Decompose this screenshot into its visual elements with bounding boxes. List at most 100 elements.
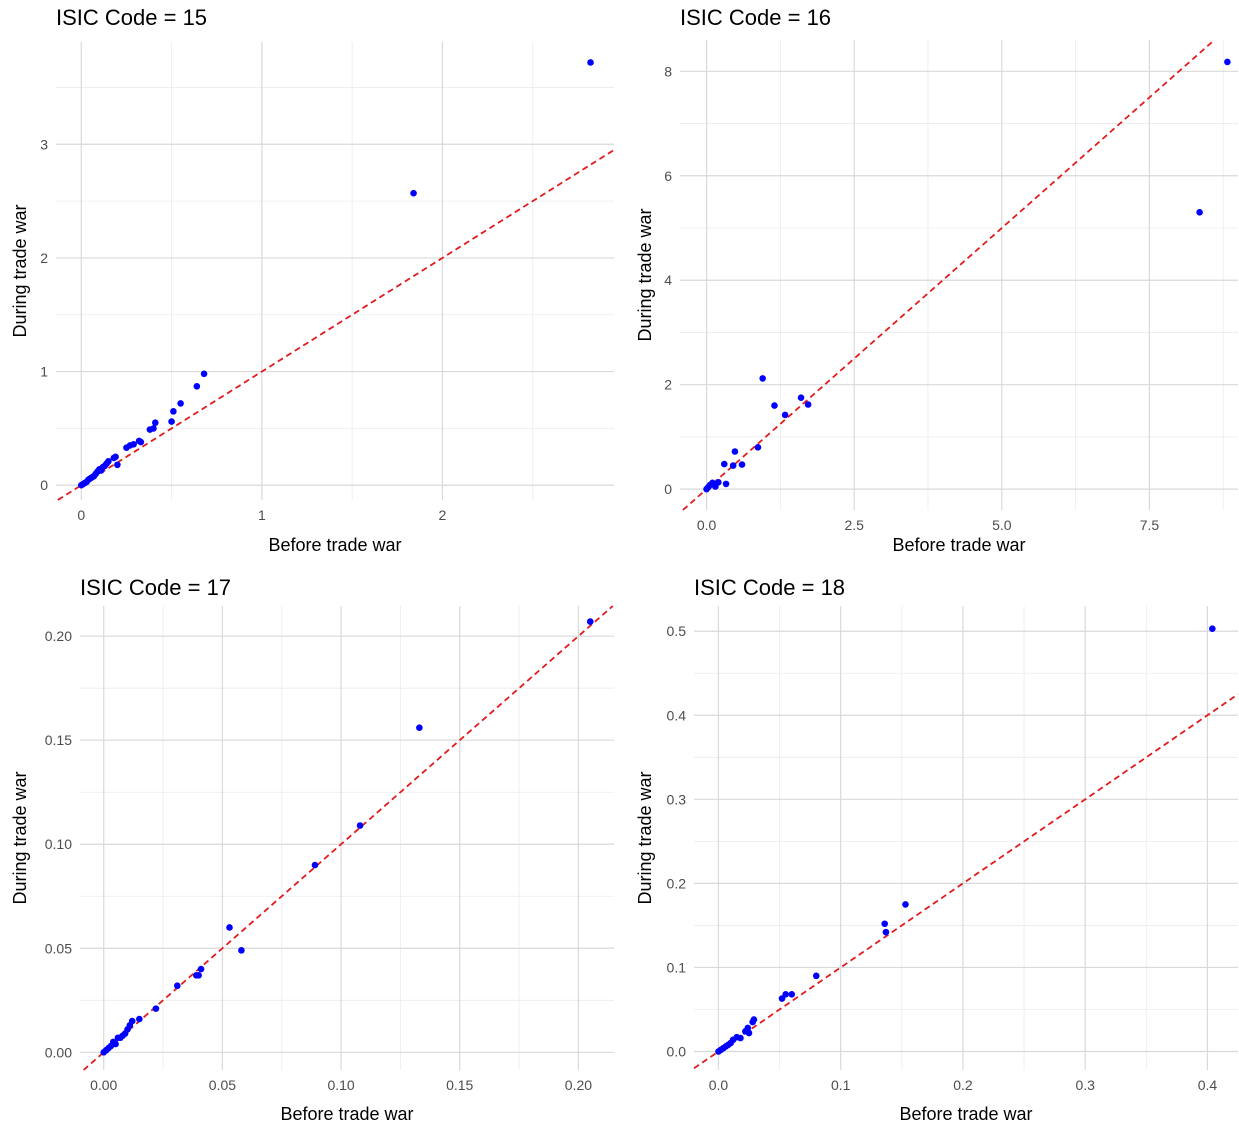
data-point [197, 965, 205, 973]
x-tick-label: 0.3 [1075, 1077, 1095, 1093]
data-point [737, 1034, 744, 1042]
panel-isic-16: 0.0 2.5 5.0 7.5 0 2 4 6 8 ISIC Code = 16 Before tr… [635, 5, 1238, 555]
data-point [1209, 625, 1216, 632]
y-tick-label: 2 [664, 377, 672, 393]
x-axis-title: Before trade war [899, 1104, 1032, 1124]
data-point [152, 1005, 160, 1012]
data-point [238, 947, 245, 954]
data-point [137, 438, 145, 446]
data-point [729, 462, 737, 469]
y-tick-label: 6 [664, 168, 672, 184]
panel-title: ISIC Code = 16 [680, 5, 831, 30]
x-tick-label: 0.10 [327, 1077, 354, 1093]
data-point [722, 480, 730, 488]
x-tick-label: 0.2 [953, 1077, 973, 1093]
x-tick-label: 2.5 [844, 517, 864, 533]
panel-isic-17: 0.00 0.05 0.10 0.15 0.20 0.00 0.05 0.10 0.15 0.20… [10, 575, 614, 1124]
data-point [882, 928, 890, 936]
y-tick-label: 2 [40, 250, 48, 266]
data-point [177, 400, 184, 407]
y-tick-label: 8 [664, 63, 672, 79]
y-axis-title: During trade war [10, 204, 30, 337]
data-point [356, 822, 364, 829]
data-point [731, 448, 739, 455]
x-tick-label: 0.20 [565, 1077, 592, 1093]
panel-isic-18: 0.0 0.1 0.2 0.3 0.4 0.0 0.1 0.2 0.3 0.4 0.5 ISIC Co… [635, 575, 1239, 1124]
x-tick-label: 0 [77, 507, 85, 523]
x-tick-label: 2 [439, 507, 447, 523]
data-point [416, 724, 423, 732]
panel-isic-15: 0 1 2 0 1 2 3 ISIC Code = 15 Before trade war Dur… [10, 5, 615, 555]
x-tick-label: 0.4 [1198, 1077, 1218, 1093]
y-tick-label: 1 [40, 364, 48, 380]
reference-line [693, 693, 1239, 1070]
data-point [744, 1024, 752, 1032]
data-point [715, 479, 722, 486]
data-point [112, 1040, 119, 1048]
x-tick-label: 0.0 [709, 1077, 729, 1093]
panel-title: ISIC Code = 18 [694, 575, 845, 600]
data-point [745, 1029, 753, 1037]
y-tick-label: 3 [40, 136, 48, 152]
x-tick-label: 0.00 [90, 1077, 117, 1093]
data-point [136, 1015, 143, 1023]
data-point [150, 425, 157, 432]
data-point [193, 383, 201, 390]
data-point [797, 394, 805, 402]
data-point [738, 461, 746, 468]
data-point [788, 991, 796, 998]
y-axis-title: During trade war [635, 771, 655, 904]
data-point [128, 1017, 136, 1025]
data-point [410, 189, 417, 197]
y-tick-label: 0.05 [45, 940, 72, 956]
y-axis-title: During trade war [635, 208, 655, 341]
data-point [152, 419, 159, 427]
y-tick-label: 0 [40, 477, 48, 493]
data-point [105, 458, 112, 465]
y-tick-label: 4 [664, 272, 672, 288]
y-tick-label: 0.3 [667, 791, 687, 807]
y-tick-label: 0.1 [667, 959, 687, 975]
y-tick-label: 0.4 [667, 707, 687, 723]
x-tick-label: 0.15 [446, 1077, 473, 1093]
x-axis-title: Before trade war [892, 535, 1025, 555]
x-tick-label: 7.5 [1140, 517, 1160, 533]
data-point [586, 618, 594, 625]
data-point [170, 408, 177, 415]
data-point [195, 972, 202, 979]
data-point [782, 991, 789, 998]
data-point [114, 461, 121, 469]
y-tick-label: 0.5 [667, 623, 687, 639]
data-point [1224, 58, 1231, 66]
data-point [720, 460, 728, 468]
y-tick-label: 0.00 [45, 1044, 72, 1060]
x-axis-title: Before trade war [268, 535, 401, 555]
data-point [1196, 209, 1203, 216]
data-point [754, 444, 762, 451]
data-point [902, 901, 909, 908]
reference-line [82, 605, 614, 1071]
y-tick-label: 0.15 [45, 732, 72, 748]
data-point [587, 59, 594, 66]
data-point [771, 402, 778, 409]
panel-title: ISIC Code = 15 [56, 5, 207, 30]
data-point [174, 982, 181, 990]
y-tick-label: 0.20 [45, 628, 72, 644]
y-tick-label: 0.10 [45, 836, 72, 852]
data-point [750, 1016, 758, 1023]
x-tick-label: 0.1 [831, 1077, 851, 1093]
data-point [168, 418, 175, 425]
data-point [226, 924, 233, 931]
reference-line [682, 39, 1215, 511]
y-axis-title: During trade war [10, 771, 30, 904]
data-point [781, 411, 789, 419]
data-point [804, 401, 812, 408]
data-point [112, 453, 119, 461]
data-point [311, 861, 319, 869]
data-point [200, 370, 208, 378]
x-tick-label: 5.0 [992, 517, 1012, 533]
data-point [881, 920, 889, 928]
reference-line [57, 149, 615, 501]
x-axis-title: Before trade war [280, 1104, 413, 1124]
